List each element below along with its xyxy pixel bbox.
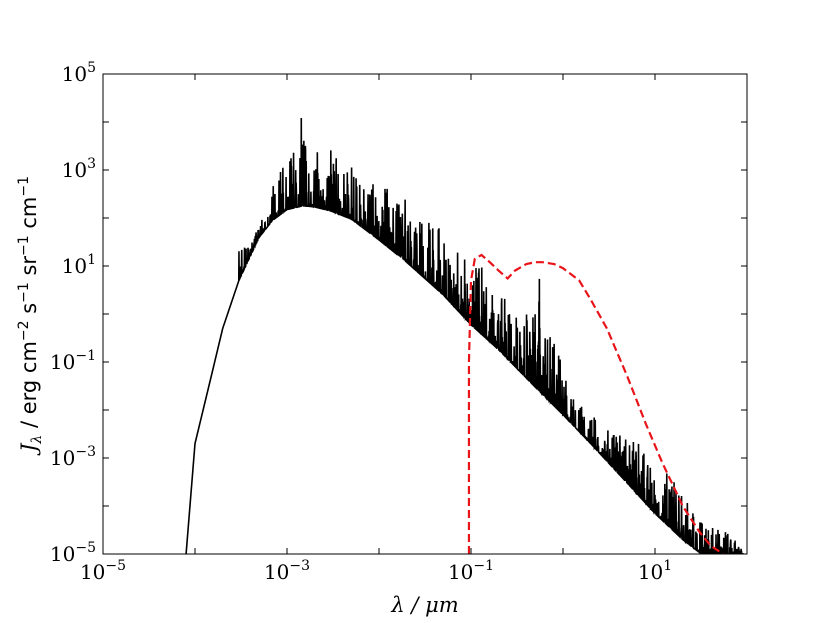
x-axis-ticks: 10−5 10−3 10−1 101 [80, 74, 748, 584]
x-tick-label: 10−3 [264, 558, 310, 584]
y-tick-label: 10−1 [50, 348, 96, 374]
x-tick-label: 10−5 [80, 558, 126, 584]
y-tick-label: 101 [62, 252, 96, 278]
x-tick-label: 101 [638, 558, 672, 584]
y-tick-label: 103 [62, 156, 96, 182]
x-axis-label: λ / μm [390, 593, 458, 617]
x-tick-label: 10−1 [448, 558, 494, 584]
y-axis-ticks: 10−5 10−3 10−1 101 103 105 [50, 60, 747, 566]
y-tick-label: 10−3 [50, 444, 96, 470]
y-tick-label: 105 [62, 60, 96, 86]
plot-area [185, 117, 744, 554]
series-line-dashed [467, 253, 724, 554]
y-tick-label: 10−5 [50, 540, 96, 566]
y-axis-label: Jλ / erg cm−2 s−1 sr−1 cm−1 [16, 176, 45, 456]
series-line-spectrum [185, 117, 744, 554]
